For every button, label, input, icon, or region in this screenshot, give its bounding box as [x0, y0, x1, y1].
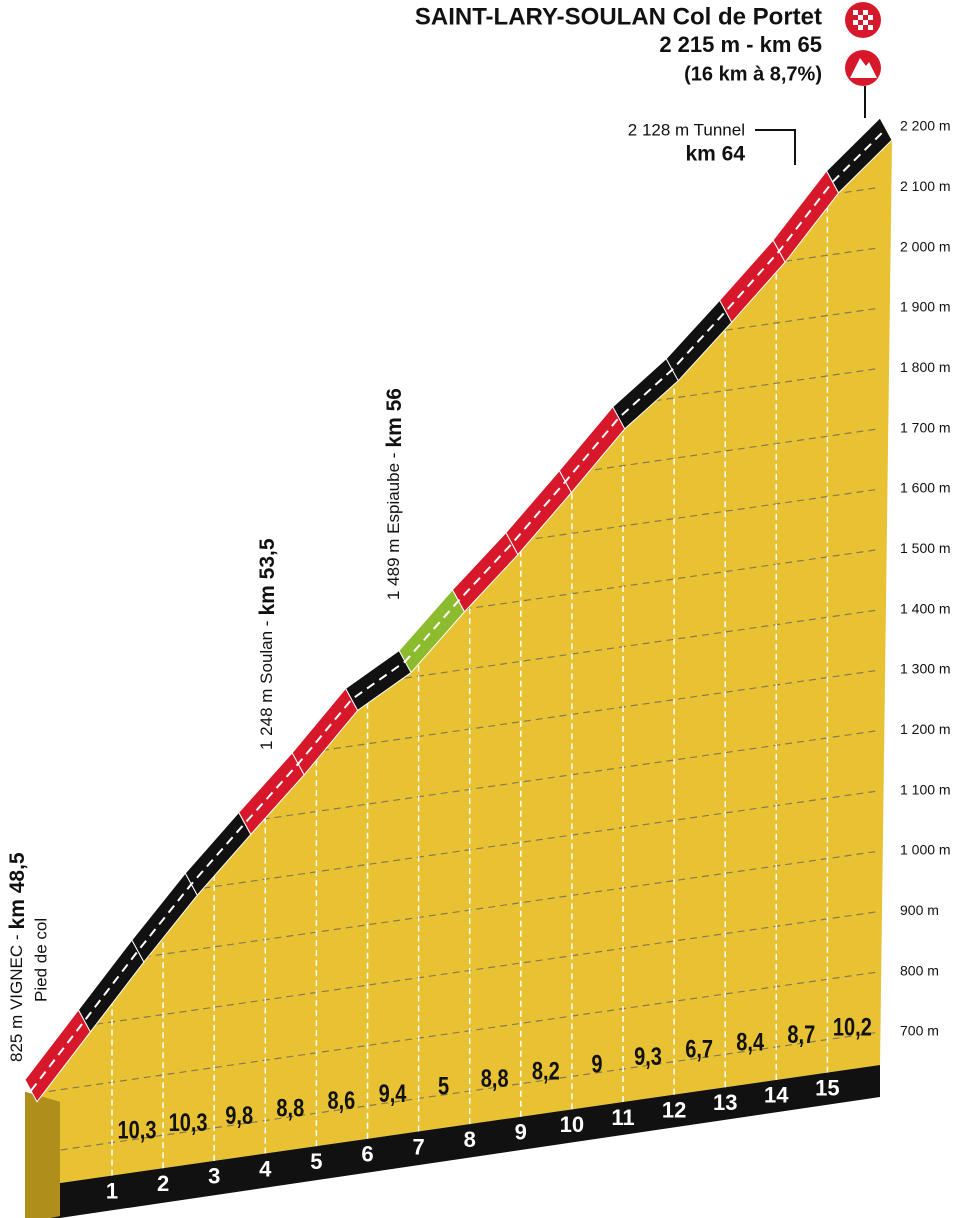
x-tick-label: 4 [259, 1156, 272, 1181]
annotation-text: 1 489 m Espiaube - [384, 453, 403, 600]
x-tick-label: 12 [662, 1097, 686, 1122]
y-tick-label: 1 600 m [900, 480, 951, 496]
y-tick-label: 700 m [900, 1023, 939, 1039]
y-tick-label: 2 100 m [900, 178, 951, 194]
annotation-km: km 64 [685, 143, 745, 166]
leader-line [755, 129, 796, 165]
gradient-label: 10,2 [833, 1013, 872, 1041]
base-band [25, 1065, 880, 1218]
y-tick-label: 1 700 m [900, 419, 951, 435]
annotation: 1 248 m Soulan - km 53,5 [256, 538, 279, 750]
gradient-label: 8,8 [276, 1094, 304, 1122]
subtitle: 2 215 m - km 65 [659, 32, 822, 57]
gradient-label: 10,3 [169, 1109, 208, 1137]
y-tick-label: 900 m [900, 902, 939, 918]
note: (16 km à 8,7%) [684, 63, 822, 85]
x-tick-label: 2 [157, 1171, 169, 1196]
gradient-label: 9,8 [225, 1102, 253, 1130]
annotation-km: km 53,5 [256, 538, 279, 615]
annotation: 825 m VIGNEC - km 48,5 [6, 852, 29, 1062]
y-tick-label: 1 300 m [900, 661, 951, 677]
y-tick-label: 1 000 m [900, 842, 951, 858]
gradient-label: 6,7 [685, 1036, 713, 1064]
y-tick-label: 800 m [900, 962, 939, 978]
y-tick-label: 2 000 m [900, 238, 951, 254]
y-tick-label: 1 800 m [900, 359, 951, 375]
x-tick-label: 7 [412, 1134, 424, 1159]
left-face [25, 1091, 60, 1218]
gradient-label: 10,3 [118, 1117, 157, 1145]
y-tick-label: 2 200 m [900, 118, 951, 134]
x-tick-label: 5 [310, 1149, 322, 1174]
gradient-label: 8,6 [328, 1087, 356, 1115]
gradient-label: 9 [591, 1050, 602, 1078]
annotation-text: 1 248 m Soulan - [257, 621, 276, 750]
gradient-label: 8,2 [532, 1058, 560, 1086]
x-tick-label: 13 [713, 1090, 737, 1115]
y-tick-label: 1 400 m [900, 600, 951, 616]
finish-icon [845, 2, 881, 38]
title: SAINT-LARY-SOULAN Col de Portet [415, 3, 822, 30]
annotation-text: 825 m VIGNEC - [7, 934, 26, 1062]
x-tick-label: 11 [611, 1105, 634, 1130]
grid-line [25, 139, 881, 251]
gradient-label: 8,7 [787, 1021, 815, 1049]
y-tick-label: 1 500 m [900, 540, 951, 556]
terrain-area [25, 139, 892, 1189]
gradient-label: 5 [438, 1072, 449, 1100]
annotation-sub: Pied de col [31, 918, 50, 1002]
summit-icon [845, 50, 881, 118]
x-tick-label: 8 [464, 1127, 476, 1152]
x-tick-label: 10 [560, 1112, 584, 1137]
annotation: 2 128 m Tunnel [628, 120, 745, 139]
y-tick-label: 1 900 m [900, 299, 951, 315]
road-centerline [30, 128, 887, 1092]
x-tick-label: 6 [361, 1142, 373, 1167]
x-tick-label: 9 [515, 1120, 527, 1145]
y-tick-label: 1 100 m [900, 781, 951, 797]
annotation-km: km 56 [383, 388, 406, 448]
x-tick-label: 3 [208, 1164, 220, 1189]
gradient-label: 9,4 [379, 1080, 407, 1108]
gradient-label: 8,8 [481, 1065, 509, 1093]
annotation-km: km 48,5 [6, 852, 29, 929]
annotation: 1 489 m Espiaube - km 56 [383, 388, 406, 600]
gradient-label: 8,4 [736, 1028, 764, 1056]
gradient-label: 9,3 [634, 1043, 662, 1071]
y-tick-label: 1 200 m [900, 721, 951, 737]
x-tick-label: 14 [764, 1083, 789, 1108]
x-tick-label: 1 [106, 1178, 118, 1203]
x-tick-label: 15 [815, 1075, 839, 1100]
